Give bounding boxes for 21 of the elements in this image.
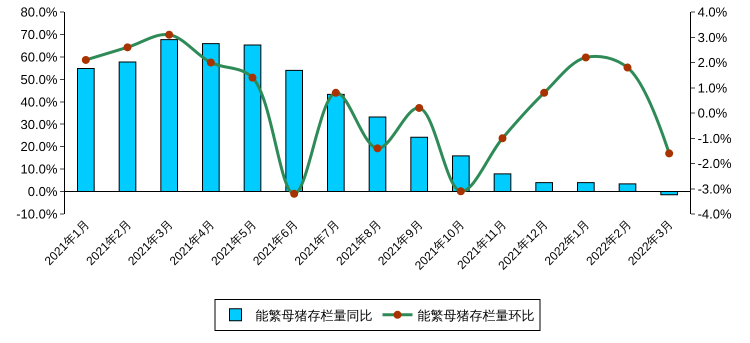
y-tick-label: -10.0%: [16, 206, 58, 222]
y-tick-label: 10.0%: [20, 162, 58, 177]
y2-tick-label: -4.0%: [698, 206, 732, 222]
legend-label: 能繁母猪存栏量环比: [418, 308, 534, 323]
y2-tick-label: -2.0%: [698, 156, 732, 172]
y2-tick-label: 1.0%: [698, 80, 728, 96]
y-tick-label: 50.0%: [20, 72, 58, 87]
y2-tick-label: -3.0%: [698, 181, 732, 196]
y2-tick-label: 0.0%: [698, 106, 728, 121]
y-tick-label: 20.0%: [20, 139, 58, 154]
y2-tick-label: -1.0%: [698, 130, 732, 146]
y-tick-label: 0.0%: [28, 184, 58, 200]
y-tick-label: 60.0%: [20, 49, 58, 64]
y2-tick-label: 4.0%: [698, 4, 728, 20]
y-tick-label: 80.0%: [20, 4, 58, 20]
y2-tick-label: 3.0%: [698, 30, 728, 45]
legend-label: 能繁母猪存栏量同比: [256, 308, 372, 323]
y-tick-label: 40.0%: [20, 94, 58, 110]
y-tick-label: 30.0%: [20, 116, 58, 132]
y-tick-label: 70.0%: [20, 26, 58, 42]
y2-tick-label: 2.0%: [698, 55, 728, 70]
